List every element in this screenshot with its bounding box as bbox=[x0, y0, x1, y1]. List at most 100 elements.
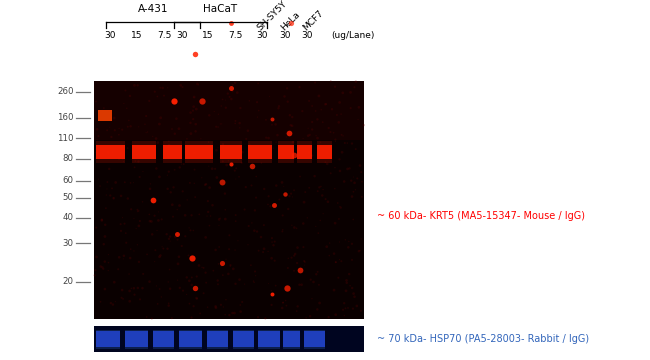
Point bbox=[97, 217, 107, 222]
Point bbox=[338, 133, 348, 139]
Point bbox=[271, 139, 281, 145]
Point bbox=[123, 124, 133, 130]
Point bbox=[289, 268, 299, 274]
Point bbox=[133, 159, 144, 165]
Point bbox=[263, 248, 273, 254]
Text: 160: 160 bbox=[57, 113, 73, 122]
Point bbox=[235, 120, 245, 126]
Point bbox=[235, 309, 246, 315]
Point bbox=[190, 285, 200, 291]
Point bbox=[215, 215, 226, 221]
Point bbox=[159, 93, 169, 99]
Point bbox=[331, 259, 341, 265]
Point bbox=[322, 244, 332, 249]
Point bbox=[270, 121, 281, 127]
Point bbox=[99, 259, 110, 265]
Point bbox=[203, 209, 213, 215]
Point bbox=[177, 243, 187, 249]
Point bbox=[141, 113, 151, 119]
Point bbox=[343, 244, 354, 250]
Point bbox=[316, 107, 326, 113]
Point bbox=[150, 247, 161, 253]
Point bbox=[189, 180, 200, 186]
Point bbox=[151, 283, 162, 289]
Point bbox=[190, 150, 200, 156]
Point bbox=[304, 185, 315, 191]
Point bbox=[124, 271, 135, 277]
Point bbox=[339, 312, 350, 318]
Point bbox=[185, 180, 195, 186]
Point bbox=[90, 156, 101, 161]
Point bbox=[117, 215, 127, 221]
Point bbox=[102, 179, 112, 185]
Point bbox=[226, 85, 236, 91]
Bar bbox=[179, 331, 202, 347]
Point bbox=[346, 241, 357, 247]
Point bbox=[118, 256, 129, 262]
Point bbox=[312, 135, 322, 141]
Point bbox=[167, 202, 177, 208]
Point bbox=[344, 239, 354, 244]
Point bbox=[144, 212, 155, 217]
Text: 7.5: 7.5 bbox=[228, 31, 242, 40]
Point bbox=[313, 230, 324, 236]
Point bbox=[153, 217, 164, 223]
Point bbox=[237, 299, 248, 305]
Point bbox=[125, 246, 136, 252]
Point bbox=[187, 315, 197, 320]
Point bbox=[348, 306, 358, 311]
Point bbox=[98, 265, 108, 270]
Point bbox=[287, 194, 298, 200]
Bar bbox=[278, 145, 294, 159]
Point bbox=[183, 253, 194, 258]
Point bbox=[207, 202, 218, 208]
Point bbox=[285, 122, 296, 128]
Point bbox=[129, 216, 139, 221]
Point bbox=[227, 310, 238, 316]
Point bbox=[312, 117, 322, 122]
Point bbox=[196, 175, 207, 181]
Point bbox=[192, 274, 202, 279]
Point bbox=[114, 255, 124, 260]
Point bbox=[349, 84, 359, 90]
Point bbox=[273, 105, 283, 111]
Point bbox=[324, 314, 334, 320]
Point bbox=[162, 246, 173, 252]
Point bbox=[181, 275, 192, 280]
Point bbox=[254, 248, 264, 253]
Bar bbox=[317, 141, 332, 163]
Point bbox=[272, 132, 283, 138]
Point bbox=[98, 150, 108, 156]
Point bbox=[153, 209, 164, 215]
Point bbox=[146, 219, 157, 224]
Point bbox=[211, 147, 222, 153]
Point bbox=[213, 261, 224, 267]
Point bbox=[350, 79, 361, 85]
Point bbox=[215, 121, 226, 127]
Point bbox=[121, 230, 131, 236]
Point bbox=[283, 206, 293, 212]
Point bbox=[314, 93, 324, 99]
Point bbox=[299, 258, 309, 264]
Point bbox=[125, 298, 135, 304]
Point bbox=[315, 217, 326, 223]
Point bbox=[307, 296, 317, 302]
Point bbox=[163, 279, 174, 285]
Point bbox=[91, 254, 101, 260]
Bar bbox=[283, 331, 300, 347]
Point bbox=[285, 112, 295, 118]
Point bbox=[145, 218, 155, 224]
Point bbox=[96, 299, 106, 305]
Point bbox=[108, 302, 118, 307]
Point bbox=[344, 271, 354, 277]
Point bbox=[330, 186, 340, 192]
Point bbox=[259, 246, 269, 252]
Point bbox=[181, 292, 192, 297]
Point bbox=[113, 266, 124, 272]
Bar bbox=[125, 331, 148, 347]
Point bbox=[227, 89, 238, 94]
Point bbox=[188, 94, 199, 100]
Point bbox=[246, 262, 256, 268]
Point bbox=[116, 193, 126, 199]
Point bbox=[173, 261, 183, 267]
